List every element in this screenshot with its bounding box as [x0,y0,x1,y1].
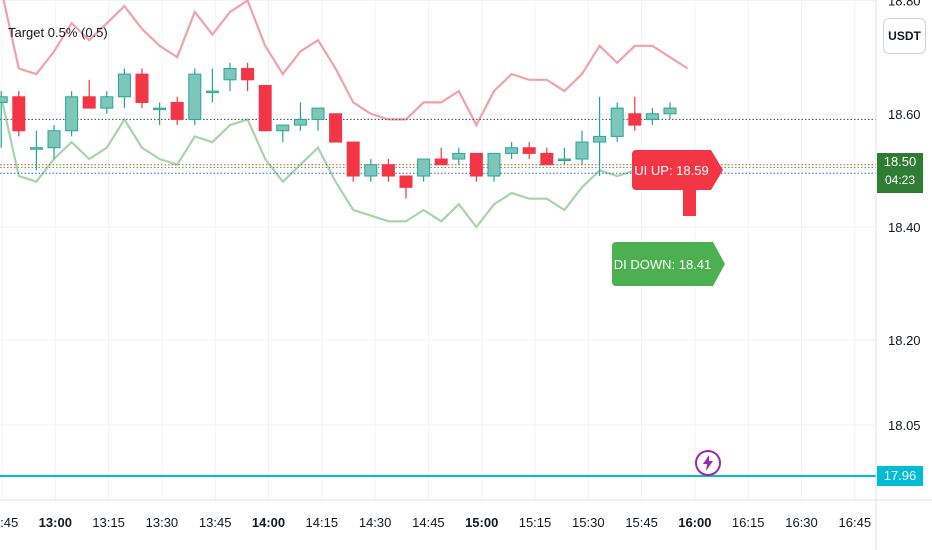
candle-body [487,152,501,177]
up-target-label-tail [683,190,696,216]
candle-body [434,158,448,166]
down-target-label: DI DOWN: 18.41 [612,242,725,286]
last-price-tag: 18.50 04:23 [877,153,923,194]
y-tick-label: 18.20 [888,333,921,348]
candle-body [170,101,184,120]
candle-body [0,96,8,103]
candle-body [540,152,554,166]
candle-body [381,164,395,177]
candle-body [628,113,642,126]
target-bands [0,0,689,229]
candle-body [364,164,378,177]
candle-body [399,175,413,188]
candle-body [29,147,43,150]
candle-body [241,67,255,81]
x-tick-label: 13:15 [92,515,125,530]
candle-body [205,90,219,94]
candle-body [522,147,536,154]
candles [0,62,677,199]
x-tick-label: 15:30 [572,515,605,530]
candle-body [258,84,272,132]
x-tick-label: 16:30 [785,515,818,530]
last-price-value: 18.50 [883,154,917,170]
y-tick-label: 18.40 [888,220,921,235]
candle-body [452,152,466,160]
upper-band-line [2,0,689,128]
candle-body [135,73,149,103]
x-tick-label: 14:45 [412,515,445,530]
x-tick-label: 15:00 [465,515,498,530]
indicator-title[interactable]: Target 0.5% (0.5) [8,25,108,40]
candle-body [100,96,114,109]
candle-body [663,107,677,115]
lower-band-line [0,96,688,229]
x-tick-label: 14:15 [306,515,339,530]
candle-body [47,130,61,149]
candle-body [188,73,202,120]
y-tick-label: 18.80 [888,0,921,9]
candle-body [311,107,325,120]
candle-body [417,158,431,177]
candle-body [153,107,167,111]
y-tick-label: 18.60 [888,107,921,122]
candle-body [329,113,343,143]
candle-body [505,147,519,154]
chart-grid [0,0,876,500]
candle-body [223,67,237,81]
candle-body [557,158,571,162]
x-tick-label: 14:30 [359,515,392,530]
bar-countdown: 04:23 [884,173,916,188]
x-tick-label: 16:00 [678,515,711,530]
candle-body [117,73,131,98]
candle-body [346,141,360,177]
x-tick-label: 16:45 [839,515,872,530]
candle-body [593,135,607,143]
candle-body [12,96,26,132]
candle-body [82,96,96,109]
horizontal-levels [0,118,876,477]
line-price-tag: 17.96 [877,466,923,486]
candle-body [575,141,589,160]
up-target-label: UI UP: 18.59 [632,150,723,190]
x-tick-label: 13:45 [199,515,232,530]
x-tick-label: 15:15 [519,515,552,530]
x-tick-label: 12:45 [0,515,18,530]
candle-body [293,118,307,126]
x-tick-label: 14:00 [252,515,285,530]
currency-button[interactable]: USDT [883,18,926,54]
y-tick-label: 18.05 [888,418,921,433]
candle-body [610,107,624,137]
x-tick-label: 15:45 [625,515,658,530]
candle-body [65,96,79,132]
x-tick-label: 16:15 [732,515,765,530]
x-tick-label: 13:30 [146,515,179,530]
lightning-icon[interactable] [694,449,722,477]
candle-body [276,124,290,132]
x-tick-label: 13:00 [39,515,72,530]
candle-body [469,152,483,177]
candle-body [645,113,659,120]
